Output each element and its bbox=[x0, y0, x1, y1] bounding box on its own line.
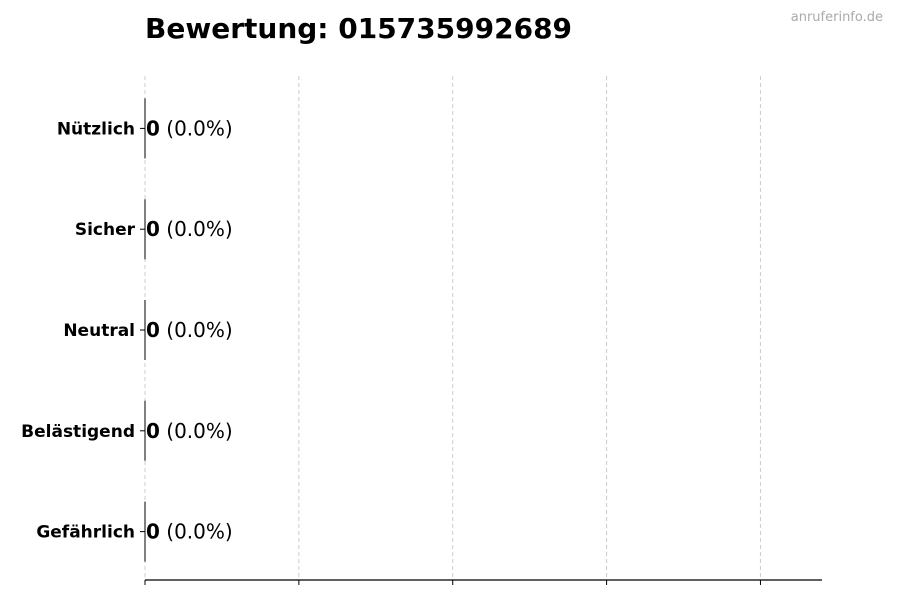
data-label: 0 (0.0%) bbox=[146, 116, 233, 140]
chart-title: Bewertung: 015735992689 bbox=[145, 12, 573, 45]
data-label-percent: (0.0%) bbox=[160, 116, 233, 140]
data-label-percent: (0.0%) bbox=[160, 520, 233, 544]
category-label: Nützlich bbox=[57, 119, 135, 139]
data-label: 0 (0.0%) bbox=[146, 419, 233, 443]
category-label: Sicher bbox=[75, 220, 136, 240]
category-label: Neutral bbox=[63, 321, 135, 341]
data-label-count: 0 bbox=[146, 520, 160, 544]
data-label: 0 (0.0%) bbox=[146, 520, 233, 544]
category-label: Gefährlich bbox=[36, 523, 135, 543]
data-label-count: 0 bbox=[146, 116, 160, 140]
data-label-percent: (0.0%) bbox=[160, 419, 233, 443]
data-label: 0 (0.0%) bbox=[146, 318, 233, 342]
data-label-percent: (0.0%) bbox=[160, 217, 233, 241]
data-label-count: 0 bbox=[146, 318, 160, 342]
watermark: anruferinfo.de bbox=[790, 10, 883, 25]
category-label: Belästigend bbox=[21, 422, 135, 442]
data-label: 0 (0.0%) bbox=[146, 217, 233, 241]
data-label-count: 0 bbox=[146, 419, 160, 443]
data-label-count: 0 bbox=[146, 217, 160, 241]
data-label-percent: (0.0%) bbox=[160, 318, 233, 342]
